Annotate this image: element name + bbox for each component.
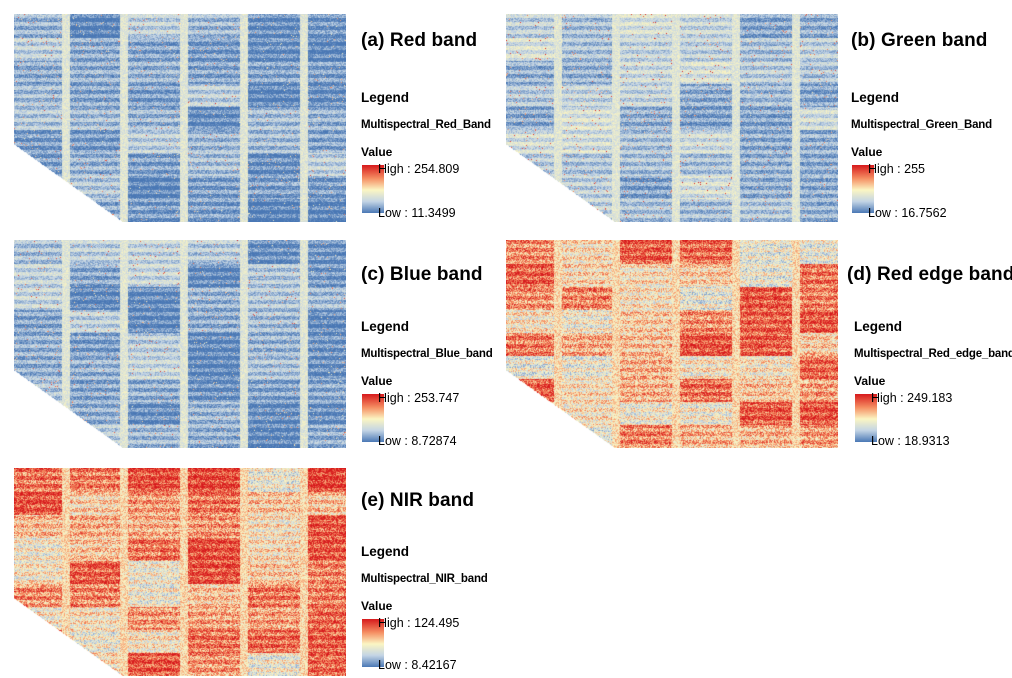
layer-name: Multispectral_Blue_band xyxy=(361,348,493,360)
value-label: Value xyxy=(361,145,393,159)
low-value-label: Low : 8.72874 xyxy=(378,434,457,448)
value-label: Value xyxy=(361,599,393,613)
color-ramp xyxy=(852,165,874,213)
high-value-label: High : 254.809 xyxy=(378,162,460,176)
legend-heading: Legend xyxy=(854,319,903,334)
high-value-label: High : 249.183 xyxy=(871,391,953,405)
map-green-band xyxy=(506,14,838,222)
map-blue-band xyxy=(14,240,346,448)
map-nir-band xyxy=(14,468,346,676)
legend-heading: Legend xyxy=(361,544,410,559)
title-red-edge-band: (d) Red edge band xyxy=(847,264,1012,285)
layer-name: Multispectral_NIR_band xyxy=(361,573,488,585)
layer-name: Multispectral_Red_Band xyxy=(361,119,491,131)
title-nir-band: (e) NIR band xyxy=(361,490,475,511)
low-value-label: Low : 16.7562 xyxy=(868,206,947,220)
layer-name: Multispectral_Red_edge_band xyxy=(854,348,1012,360)
title-blue-band: (c) Blue band xyxy=(361,264,483,285)
color-ramp xyxy=(362,619,384,667)
color-ramp xyxy=(855,394,877,442)
legend-heading: Legend xyxy=(361,319,410,334)
map-red-band xyxy=(14,14,346,222)
value-label: Value xyxy=(361,374,393,388)
legend-heading: Legend xyxy=(851,90,900,105)
color-ramp xyxy=(362,394,384,442)
low-value-label: Low : 18.9313 xyxy=(871,434,950,448)
layer-name: Multispectral_Green_Band xyxy=(851,119,992,131)
legend-heading: Legend xyxy=(361,90,410,105)
low-value-label: Low : 11.3499 xyxy=(378,206,456,220)
value-label: Value xyxy=(854,374,886,388)
title-green-band: (b) Green band xyxy=(851,30,988,51)
color-ramp xyxy=(362,165,384,213)
high-value-label: High : 253.747 xyxy=(378,391,460,405)
value-label: Value xyxy=(851,145,883,159)
title-red-band: (a) Red band xyxy=(361,30,478,51)
map-red-edge-band xyxy=(506,240,838,448)
low-value-label: Low : 8.42167 xyxy=(378,658,457,672)
high-value-label: High : 255 xyxy=(868,162,925,176)
high-value-label: High : 124.495 xyxy=(378,616,460,630)
